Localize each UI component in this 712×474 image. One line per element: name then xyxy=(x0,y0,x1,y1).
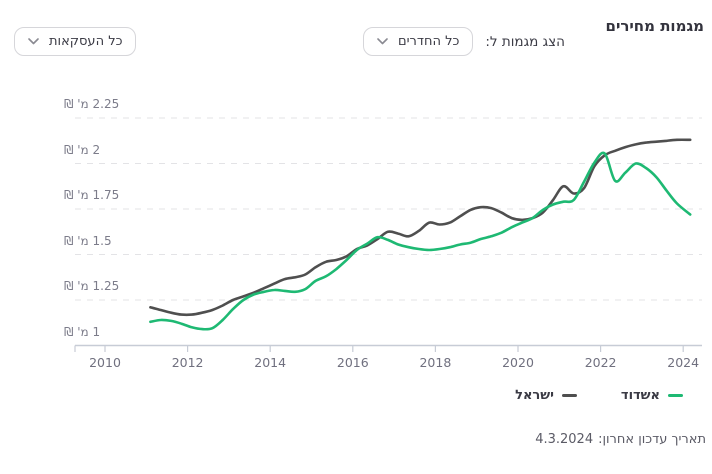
x-axis-label: 2018 xyxy=(419,355,451,370)
x-axis-label: 2020 xyxy=(502,355,534,370)
show-trends-group: הצג מגמות ל: כל החדרים xyxy=(362,27,565,56)
last-update: תאריך עדכון אחרון: 4.3.2024 xyxy=(535,432,706,447)
deals-filter-dropdown[interactable]: כל העסקאות xyxy=(14,27,137,56)
legend-label-israel: ישראל xyxy=(515,388,554,403)
series-line-ashdod xyxy=(149,151,692,331)
page-title: מגמות מחירים xyxy=(605,17,705,35)
chart-canvas: 2010 2012 2014 2016 2018 2020 2022 2024 xyxy=(74,117,702,370)
x-axis-label: 2022 xyxy=(585,355,617,370)
x-axis-label: 2024 xyxy=(667,355,699,370)
legend-item-ashdod: אשדוד xyxy=(621,388,683,403)
y-axis-label: 1.25 מ' ₪ xyxy=(64,279,120,293)
chart-controls: הצג מגמות ל: כל החדרים כל העסקאות xyxy=(14,27,565,56)
ashdod-line-marker xyxy=(668,394,683,397)
chevron-down-icon xyxy=(377,34,388,49)
x-axis-label: 2014 xyxy=(254,355,286,370)
deals-filter-value: כל העסקאות xyxy=(49,34,123,49)
chart-legend: אשדוד ישראל xyxy=(515,388,683,403)
y-axis-label: 1 מ' ₪ xyxy=(64,324,101,339)
y-axis-label: 2.25 מ' ₪ xyxy=(64,97,120,111)
rooms-filter-dropdown[interactable]: כל החדרים xyxy=(362,27,474,56)
legend-label-ashdod: אשדוד xyxy=(620,388,660,403)
x-axis-label: 2012 xyxy=(172,355,204,370)
y-axis-label: 1.5 מ' ₪ xyxy=(64,233,112,248)
israel-line-marker xyxy=(561,394,577,397)
y-axis-label: 1.75 מ' ₪ xyxy=(64,188,120,202)
price-trend-chart: 2010 2012 2014 2016 2018 2020 2022 2024 1 מ' ₪ 1… xyxy=(0,75,712,375)
rooms-filter-value: כל החדרים xyxy=(397,34,460,49)
last-update-label: תאריך עדכון אחרון: xyxy=(598,432,706,447)
legend-item-israel: ישראל xyxy=(515,388,577,403)
show-trends-label: הצג מגמות ל: xyxy=(485,33,565,50)
last-update-date: 4.3.2024 xyxy=(535,432,594,447)
x-axis-label: 2010 xyxy=(89,355,121,370)
series-line-israel xyxy=(149,138,692,317)
chevron-down-icon xyxy=(28,34,39,49)
y-axis-label: 2 מ' ₪ xyxy=(64,142,101,157)
x-axis-label: 2016 xyxy=(337,355,369,370)
